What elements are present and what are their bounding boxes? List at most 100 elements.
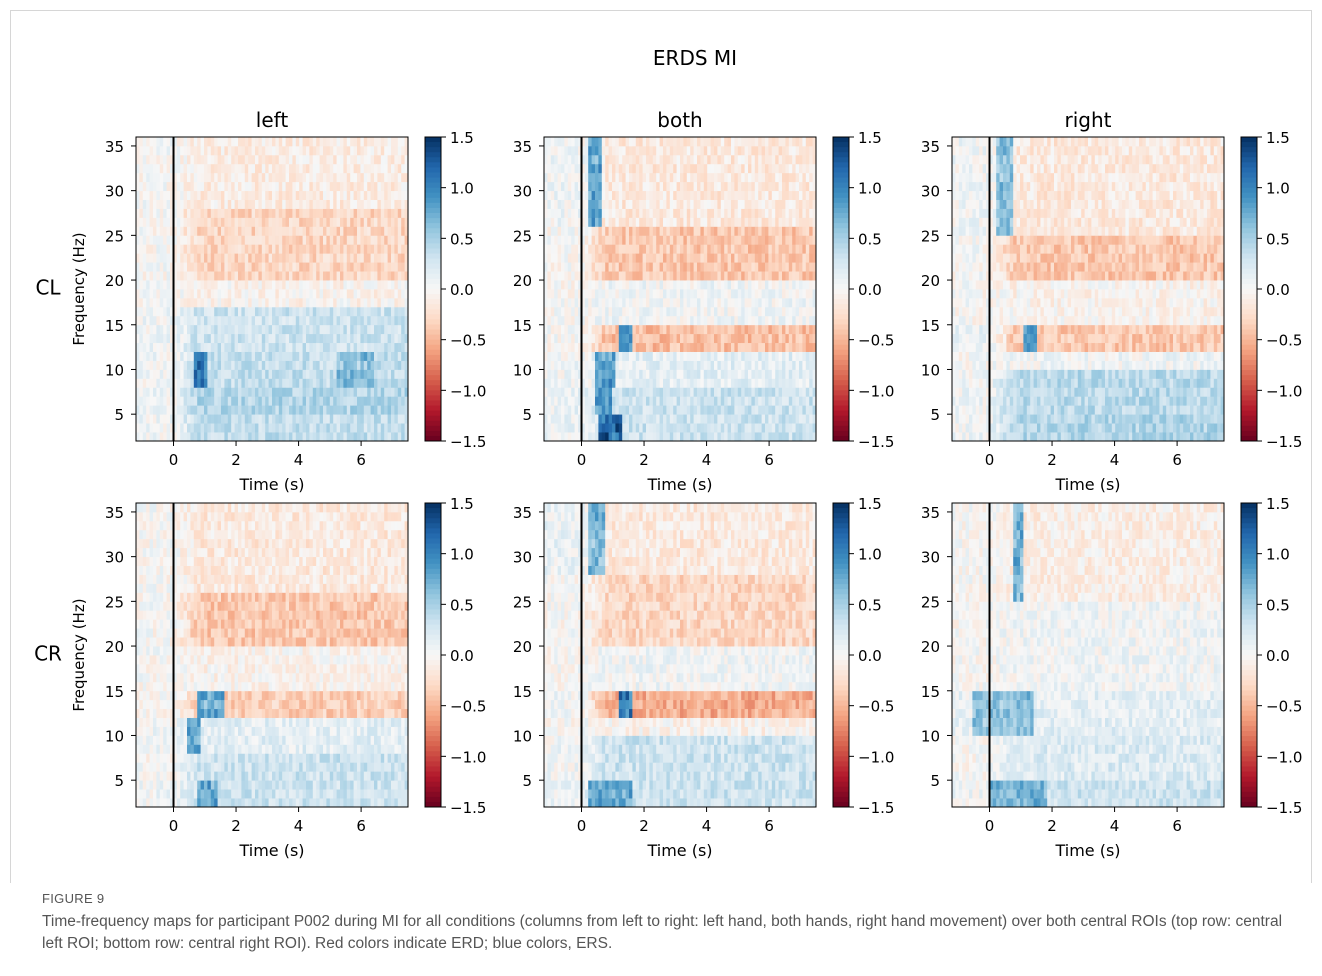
heatmap-cell xyxy=(295,333,300,344)
heatmap-cell xyxy=(343,226,348,236)
heatmap-cell xyxy=(397,333,402,344)
heatmap-cell xyxy=(193,145,198,156)
heatmap-cell xyxy=(370,154,375,165)
heatmap-cell xyxy=(299,244,303,254)
colorbar-cell xyxy=(425,435,441,442)
y-axis-label: Frequency (Hz) xyxy=(70,232,88,345)
heatmap-cell xyxy=(350,289,354,299)
heatmap-cell xyxy=(646,378,650,388)
heatmap-cell xyxy=(244,360,249,370)
heatmap-cell xyxy=(697,396,701,406)
heatmap-cell xyxy=(652,217,657,227)
heatmap-cell xyxy=(275,387,280,397)
heatmap-cell xyxy=(635,181,640,192)
heatmap-cell xyxy=(156,137,161,147)
heatmap-cell xyxy=(595,306,599,317)
heatmap-cell xyxy=(170,297,174,308)
heatmap-cell xyxy=(139,297,144,308)
heatmap-cell xyxy=(163,333,167,344)
heatmap-cell xyxy=(248,208,252,218)
heatmap-cell xyxy=(581,387,586,397)
heatmap-cell xyxy=(544,396,548,406)
colorbar-cell xyxy=(425,248,441,255)
heatmap-cell xyxy=(159,137,164,147)
heatmap-cell xyxy=(248,137,252,147)
heatmap-cell xyxy=(748,208,752,218)
heatmap-cell xyxy=(302,253,307,263)
heatmap-cell xyxy=(146,324,150,335)
heatmap-cell xyxy=(299,432,303,442)
heatmap-cell xyxy=(642,423,647,433)
heatmap-cell xyxy=(139,360,144,370)
heatmap-cell xyxy=(744,315,749,326)
heatmap-cell xyxy=(724,163,728,174)
heatmap-cell xyxy=(700,333,705,344)
heatmap-cell xyxy=(751,378,756,388)
heatmap-cell xyxy=(336,360,341,370)
heatmap-cell xyxy=(309,199,314,209)
heatmap-cell xyxy=(714,405,718,415)
heatmap-cell xyxy=(234,369,239,379)
heatmap-cell xyxy=(360,145,365,156)
heatmap-cell xyxy=(153,297,157,308)
heatmap-cell xyxy=(272,208,276,218)
heatmap-cell xyxy=(727,262,732,272)
heatmap-cell xyxy=(183,423,188,433)
heatmap-cell xyxy=(251,244,256,254)
heatmap-cell xyxy=(707,217,711,227)
heatmap-cell xyxy=(700,190,705,200)
heatmap-cell xyxy=(656,199,660,209)
heatmap-cell xyxy=(673,342,677,352)
heatmap-cell xyxy=(367,315,371,326)
heatmap-cell xyxy=(595,280,599,290)
heatmap-cell xyxy=(700,137,705,147)
heatmap-cell xyxy=(550,351,555,361)
heatmap-cell xyxy=(584,199,589,209)
heatmap-cell xyxy=(758,208,762,218)
heatmap-cell xyxy=(727,137,732,147)
heatmap-cell xyxy=(241,297,246,308)
heatmap-cell xyxy=(299,378,303,388)
heatmap-cell xyxy=(153,333,157,344)
heatmap-cell xyxy=(302,235,307,245)
heatmap-cell xyxy=(136,414,140,424)
heatmap-cell xyxy=(204,217,208,227)
heatmap-cell xyxy=(176,324,181,335)
heatmap-cell xyxy=(635,414,640,424)
heatmap-cell xyxy=(377,289,382,299)
heatmap-cell xyxy=(391,199,395,209)
heatmap-cell xyxy=(248,199,252,209)
heatmap-cell xyxy=(574,432,579,442)
heatmap-cell xyxy=(751,208,756,218)
heatmap-cell xyxy=(329,154,334,165)
heatmap-cell xyxy=(231,253,235,263)
heatmap-cell xyxy=(686,297,691,308)
heatmap-cell xyxy=(183,414,188,424)
heatmap-cell xyxy=(176,181,181,192)
heatmap-cell xyxy=(584,137,589,147)
heatmap-cell xyxy=(574,324,579,335)
heatmap-cell xyxy=(612,387,616,397)
heatmap-cell xyxy=(255,271,259,281)
heatmap-cell xyxy=(316,190,320,200)
heatmap-cell xyxy=(666,280,671,290)
heatmap-cell xyxy=(615,145,620,156)
heatmap-cell xyxy=(377,181,382,192)
heatmap-cell xyxy=(261,244,266,254)
heatmap-cell xyxy=(564,217,569,227)
heatmap-cell xyxy=(295,208,300,218)
heatmap-cell xyxy=(731,208,735,218)
heatmap-cell xyxy=(231,244,235,254)
heatmap-cell xyxy=(652,432,657,442)
heatmap-cell xyxy=(690,154,694,165)
heatmap-cell xyxy=(710,360,715,370)
heatmap-cell xyxy=(272,244,276,254)
heatmap-cell xyxy=(384,271,388,281)
heatmap-cell xyxy=(146,396,150,406)
heatmap-cell xyxy=(234,172,239,183)
heatmap-cell xyxy=(176,432,181,442)
heatmap-cell xyxy=(146,145,150,156)
heatmap-cell xyxy=(758,378,762,388)
heatmap-cell xyxy=(163,396,167,406)
heatmap-cell xyxy=(642,306,647,317)
